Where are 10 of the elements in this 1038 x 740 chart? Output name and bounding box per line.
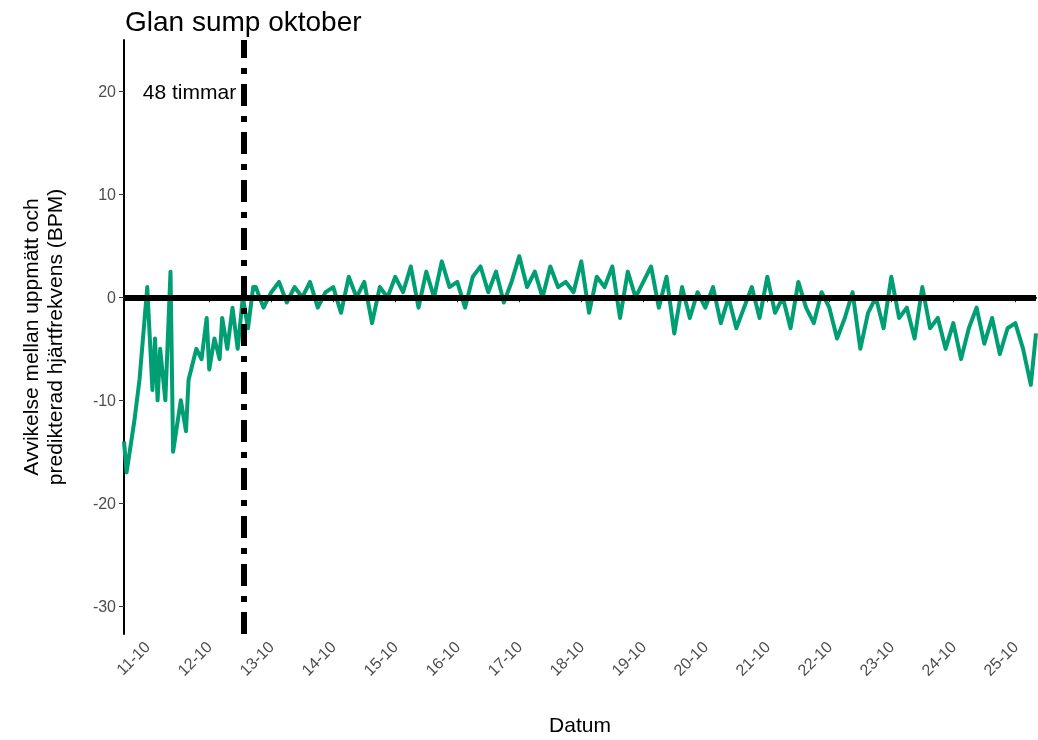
y-tick-label: -20	[92, 494, 117, 512]
y-tick-label: -30	[92, 597, 117, 615]
ref-line-label: 48 timmar	[142, 79, 237, 103]
y-tick-label: 10	[98, 185, 117, 203]
y-tick-label: 20	[98, 82, 117, 100]
chart-title: Glan sump oktober	[125, 5, 362, 37]
x-axis-title: Datum	[549, 713, 611, 736]
y-tick-label: 0	[107, 288, 117, 306]
y-tick-label: -10	[92, 391, 117, 409]
y-axis-title: Avvikelse mellan uppmätt och predikterad hjärtfrekvens (BPM)	[18, 188, 66, 486]
